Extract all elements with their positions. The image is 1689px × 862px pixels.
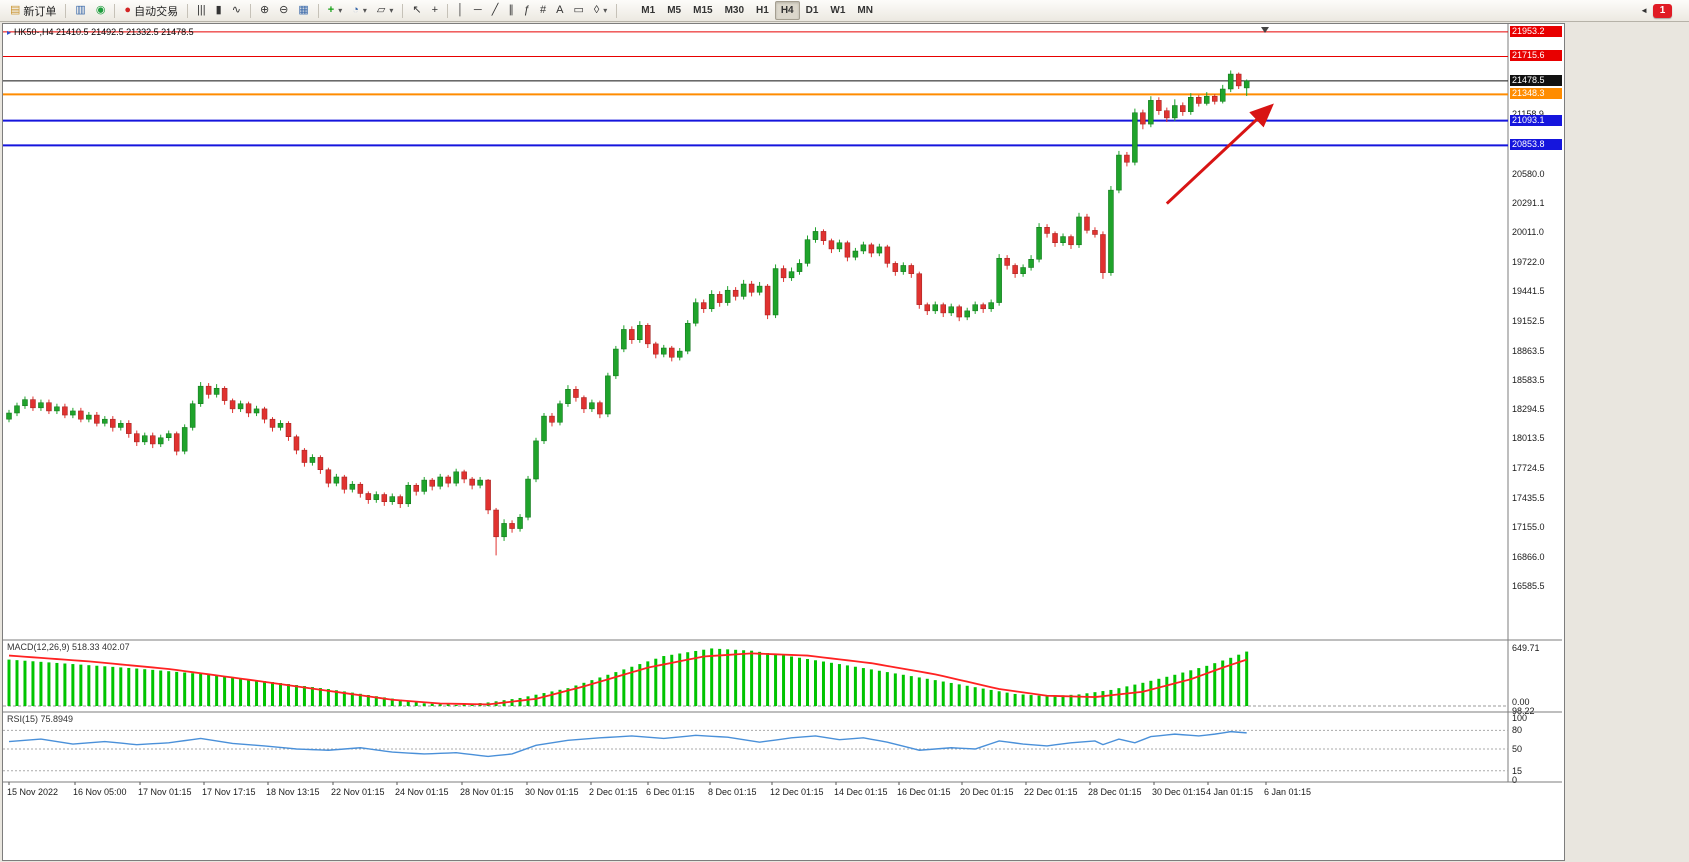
toolbar-separator xyxy=(65,3,67,18)
timeframe-button-w1[interactable]: W1 xyxy=(830,5,846,16)
chart-header-text: HK50-,H4 21410.5 21492.5 21332.5 21478.5 xyxy=(14,27,194,37)
fibonacci-icon: ƒ xyxy=(523,4,530,16)
toolbar-separator xyxy=(249,3,251,18)
timeframe-button-h4[interactable]: H4 xyxy=(774,1,800,20)
text-button[interactable]: A xyxy=(551,1,568,20)
crosshair-button[interactable]: + xyxy=(427,1,443,20)
macd-indicator-label: MACD(12,26,9) 518.33 402.07 xyxy=(7,642,130,652)
channel-icon: ∥ xyxy=(508,4,514,16)
text-label-button[interactable]: ▭ xyxy=(568,1,588,20)
toolbar-right-group: ◄ 1 xyxy=(1640,3,1684,18)
dropdown-icon: ▾ xyxy=(338,6,343,15)
indicators-icon: + xyxy=(327,4,335,16)
new-order-label: 新订单 xyxy=(23,5,57,18)
cycle-lines-button[interactable]: # xyxy=(535,1,551,20)
crosshair-icon: + xyxy=(431,4,439,16)
dropdown-icon: ▾ xyxy=(362,6,367,15)
tile-windows-button[interactable]: ▦ xyxy=(293,1,313,20)
horizontal-line-icon: ─ xyxy=(473,4,482,16)
timeframe-button-m5[interactable]: M5 xyxy=(667,5,682,16)
periods-icon: ◔ xyxy=(352,4,359,16)
cycle-lines-icon: # xyxy=(539,4,547,16)
horizontal-line-button[interactable]: ─ xyxy=(469,1,487,20)
text-label-icon: ▭ xyxy=(573,4,584,16)
trendline-icon: ╱ xyxy=(491,4,499,16)
vertical-line-button[interactable]: │ xyxy=(452,1,469,20)
zoom-out-icon: ⊖ xyxy=(279,4,289,16)
market-watch-button[interactable]: ◉ xyxy=(91,1,111,20)
templates-icon: ▱ xyxy=(376,4,386,16)
zoom-out-button[interactable]: ⊖ xyxy=(274,1,293,20)
timeframe-button-m15[interactable]: M15 xyxy=(693,5,713,16)
dropdown-icon: ▾ xyxy=(603,6,608,15)
autotrading-label: 自动交易 xyxy=(134,5,179,18)
charts-button[interactable]: ▥ xyxy=(70,1,90,20)
bar-chart-icon: ||| xyxy=(197,4,206,16)
zoom-in-icon: ⊕ xyxy=(259,4,270,16)
channel-button[interactable]: ∥ xyxy=(503,1,519,20)
collapse-arrow-icon[interactable]: ◄ xyxy=(1640,5,1648,15)
timeframe-button-m1[interactable]: M1 xyxy=(641,5,656,16)
new-order-icon: ▤ xyxy=(10,4,21,16)
periods-button[interactable]: ◔ ▾ xyxy=(347,1,372,20)
line-chart-icon: ∿ xyxy=(231,4,241,16)
timeframe-group: M1 M5 M15 M30 H1 H4 D1 W1 MN xyxy=(635,1,879,20)
toolbar-separator xyxy=(114,3,116,18)
toolbar-separator xyxy=(447,3,449,18)
fibonacci-button[interactable]: ƒ xyxy=(519,1,535,20)
chart-canvas[interactable] xyxy=(3,24,1562,858)
timeframe-button-h1[interactable]: H1 xyxy=(756,5,769,16)
vertical-line-icon: │ xyxy=(457,4,464,16)
new-order-button[interactable]: ▤ 新订单 xyxy=(5,1,61,20)
shapes-icon: ◊ xyxy=(593,4,600,16)
shapes-button[interactable]: ◊ ▾ xyxy=(589,1,612,20)
dropdown-icon: ▾ xyxy=(389,6,394,15)
zoom-in-button[interactable]: ⊕ xyxy=(255,1,274,20)
candlestick-chart-button[interactable]: ▮ xyxy=(211,1,227,20)
autotrading-button[interactable]: ● 自动交易 xyxy=(119,1,183,20)
trendline-button[interactable]: ╱ xyxy=(487,1,504,20)
templates-button[interactable]: ▱ ▾ xyxy=(372,1,398,20)
cursor-icon: ↖ xyxy=(412,4,422,16)
line-chart-button[interactable]: ∿ xyxy=(227,1,246,20)
text-icon: A xyxy=(556,4,564,16)
bar-chart-button[interactable]: ||| xyxy=(192,1,211,20)
chart-window: 21158.9 20580.0 20291.1 20011.0 19722.0 19441… xyxy=(2,23,1565,861)
chart-header: ▸ HK50-,H4 21410.5 21492.5 21332.5 21478… xyxy=(7,27,194,37)
toolbar-separator xyxy=(616,3,618,18)
candlestick-chart-icon: ▮ xyxy=(215,4,222,16)
toolbar-separator xyxy=(187,3,189,18)
toolbar-separator xyxy=(402,3,404,18)
rsi-indicator-label: RSI(15) 75.8949 xyxy=(7,714,74,724)
market-watch-icon: ◉ xyxy=(95,4,106,16)
timeframe-button-mn[interactable]: MN xyxy=(857,5,873,16)
charts-icon: ▥ xyxy=(75,4,86,16)
one-click-trading-icon[interactable]: ▸ xyxy=(7,27,12,37)
cursor-button[interactable]: ↖ xyxy=(407,1,426,20)
timeframe-button-d1[interactable]: D1 xyxy=(805,5,819,16)
notification-badge[interactable]: 1 xyxy=(1653,3,1672,18)
timeframe-button-m30[interactable]: M30 xyxy=(724,5,745,16)
autotrading-icon: ● xyxy=(124,4,132,16)
toolbar-separator xyxy=(317,3,319,18)
tile-windows-icon: ▦ xyxy=(298,4,309,16)
indicators-button[interactable]: + ▾ xyxy=(323,1,347,20)
toolbar: ▤ 新订单 ▥ ◉ ● 自动交易 ||| ▮ ∿ ⊕ ⊖ ▦ + ▾ ◔ ▾ xyxy=(0,0,1689,22)
